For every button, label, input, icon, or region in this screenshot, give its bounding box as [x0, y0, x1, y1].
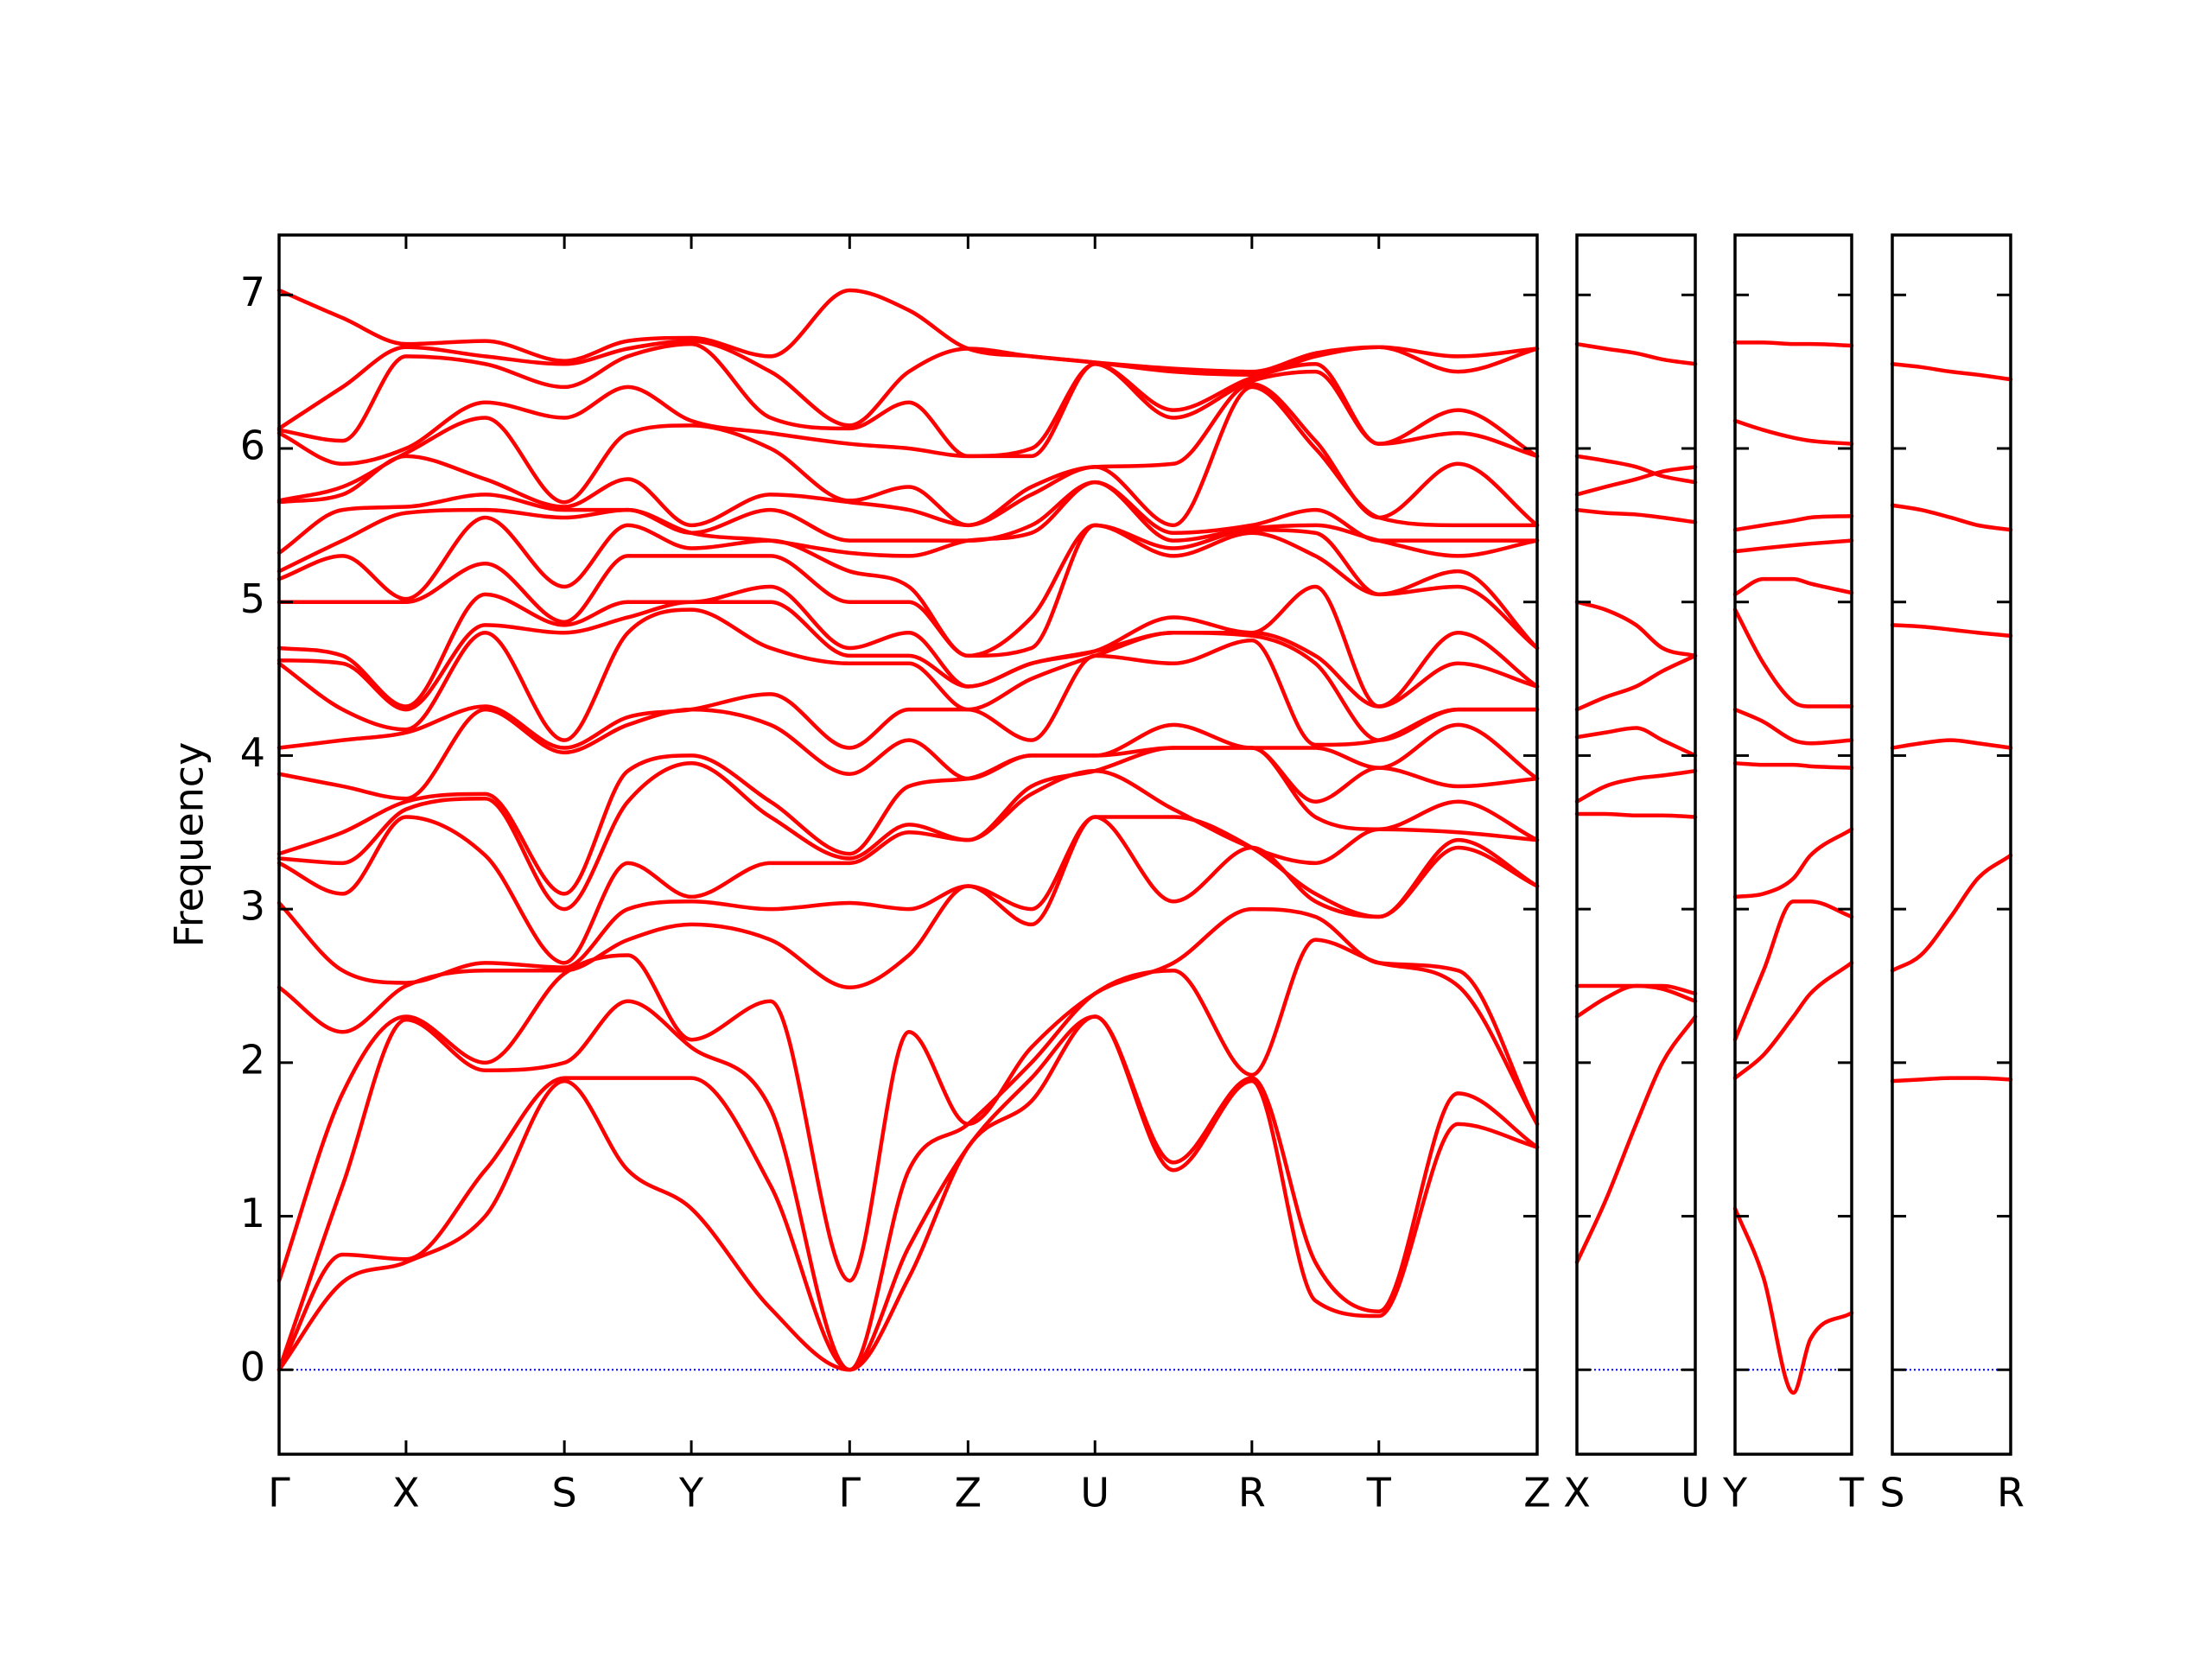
x-tick-label: R — [1997, 1470, 2024, 1516]
band-line — [1732, 576, 1854, 597]
plot-frame — [1891, 233, 2012, 1456]
band-line — [1732, 961, 1854, 1080]
band-line — [1732, 607, 1854, 709]
band-line — [1574, 1014, 1698, 1265]
band-line — [1732, 1206, 1854, 1395]
band-line — [276, 746, 1540, 896]
band-line — [1574, 454, 1698, 485]
x-tick-label: S — [1879, 1470, 1904, 1516]
y-tick-label: 1 — [240, 1190, 265, 1236]
band-line — [276, 600, 1540, 712]
y-tick-label: 2 — [240, 1036, 265, 1083]
x-tick-label: S — [552, 1470, 577, 1516]
band-line — [1732, 707, 1854, 746]
x-tick-label: X — [1563, 1470, 1591, 1516]
y-tick-label: 0 — [240, 1344, 265, 1390]
band-line — [1574, 600, 1698, 658]
band-line — [276, 938, 1540, 1372]
y-tick-label: 7 — [240, 269, 265, 315]
band-line — [1732, 340, 1854, 348]
band-line — [276, 906, 1540, 1283]
x-tick-label: Y — [678, 1470, 704, 1516]
x-tick-label: Γ — [268, 1470, 290, 1516]
y-tick-label: 3 — [240, 883, 265, 930]
band-line — [276, 362, 1540, 467]
band-line — [1732, 418, 1854, 446]
band-line — [1574, 341, 1698, 366]
y-tick-label: 5 — [240, 575, 265, 622]
x-tick-label: T — [1839, 1470, 1865, 1516]
band-line — [276, 341, 1540, 459]
band-line — [1732, 538, 1854, 554]
y-axis-label: Frequency — [166, 742, 213, 948]
x-tick-label: X — [392, 1470, 420, 1516]
band-line — [276, 523, 1540, 658]
band-line — [1890, 503, 2013, 532]
band-line — [276, 480, 1540, 574]
band-line — [1890, 738, 2013, 750]
band-line — [276, 768, 1540, 965]
band-line — [1574, 726, 1698, 758]
x-tick-label: Z — [1523, 1470, 1551, 1516]
band-line — [276, 1014, 1540, 1372]
plot-frame — [1575, 233, 1697, 1456]
y-tick-label: 4 — [240, 729, 265, 776]
band-line — [1732, 827, 1854, 899]
band-line — [1574, 465, 1698, 497]
band-line — [1732, 899, 1854, 1042]
x-tick-label: R — [1238, 1470, 1266, 1516]
band-line — [1574, 768, 1698, 804]
panel: Frequency 0 1 2 3 4 5 6 7 Γ X S Y Γ Z U R T Z — [166, 233, 1551, 1516]
band-line — [276, 815, 1540, 1034]
band-line — [276, 515, 1540, 658]
x-tick-label: T — [1366, 1470, 1392, 1516]
x-tick-label: U — [1080, 1470, 1109, 1516]
band-line — [1732, 513, 1854, 532]
x-tick-label: U — [1681, 1470, 1710, 1516]
band-line — [1574, 811, 1698, 819]
band-line — [276, 339, 1540, 431]
band-line — [276, 638, 1540, 750]
band-line — [276, 385, 1540, 528]
band-line — [276, 707, 1540, 801]
plot-frame — [277, 233, 1539, 1456]
band-line — [1890, 1076, 2013, 1084]
band-line — [276, 584, 1540, 709]
x-tick-label: Y — [1722, 1470, 1748, 1516]
plot-frame — [1733, 233, 1853, 1456]
band-line — [276, 288, 1540, 374]
band-line — [276, 1014, 1540, 1372]
band-line — [276, 382, 1540, 528]
band-line — [1890, 853, 2013, 973]
y-tick-label: 6 — [240, 423, 265, 469]
band-line — [1732, 761, 1854, 770]
band-line — [1574, 653, 1698, 712]
x-tick-label: Z — [955, 1470, 982, 1516]
band-line — [276, 480, 1540, 556]
band-line — [1574, 983, 1698, 1004]
band-line — [276, 815, 1540, 985]
band-line — [1890, 362, 2013, 382]
band-line — [1890, 623, 2013, 639]
band-line — [1574, 507, 1698, 524]
x-tick-label: Γ — [838, 1470, 861, 1516]
band-line — [276, 746, 1540, 912]
band-line — [276, 607, 1540, 742]
